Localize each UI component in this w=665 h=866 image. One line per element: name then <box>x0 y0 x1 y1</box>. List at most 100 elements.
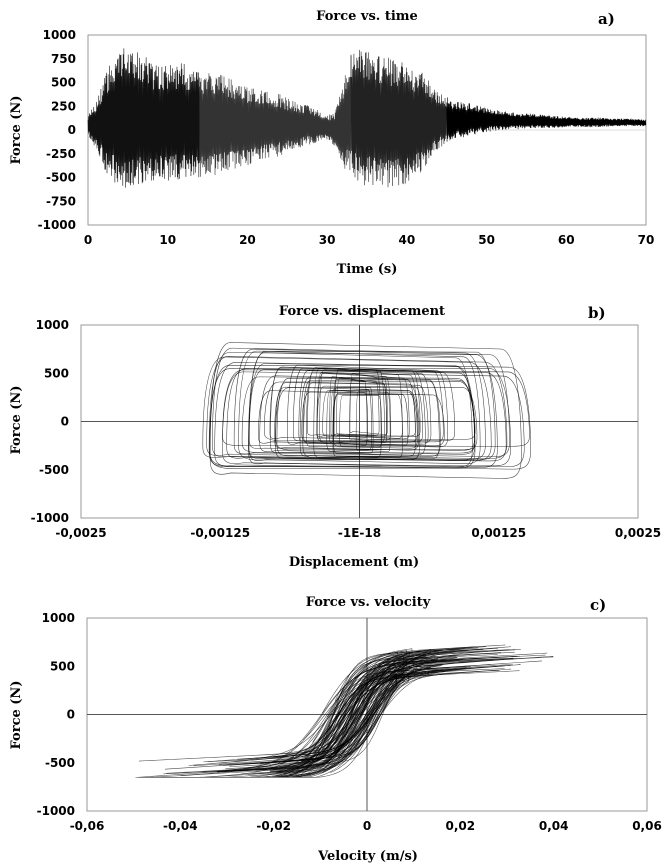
y-tick-label-a-6: -500 <box>46 171 76 185</box>
force-velocity-curves <box>135 644 554 778</box>
hysteresis-loop-46 <box>316 385 424 443</box>
force-velocity-curve-57 <box>271 671 445 758</box>
hysteresis-loops <box>202 342 531 479</box>
hysteresis-loop-43 <box>206 356 508 459</box>
x-axis-label-b: Displacement (m) <box>289 555 419 570</box>
force-velocity-curve-66 <box>229 664 513 766</box>
zero-axes-b <box>81 325 638 518</box>
x-tick-label-a-4: 40 <box>399 233 416 247</box>
chart-title-a: Force vs. time <box>316 9 418 24</box>
hysteresis-loop-36 <box>209 365 476 469</box>
hysteresis-loop-33 <box>299 376 440 460</box>
y-tick-label-a-4: 0 <box>68 123 76 137</box>
hysteresis-loop-0 <box>349 373 388 435</box>
y-tick-label-a-2: 500 <box>51 76 76 90</box>
y-axis-label-b: Force (N) <box>9 386 24 455</box>
y-tick-label-a-8: -1000 <box>38 218 76 232</box>
force-velocity-curve-53 <box>138 655 553 778</box>
y-tick-label-a-7: -750 <box>46 194 76 208</box>
force-velocity-curve-63 <box>288 654 427 776</box>
hysteresis-loop-30 <box>226 368 507 462</box>
chart-force-vs-velocity: Force vs. velocity c) Force (N) Velocity… <box>9 595 662 864</box>
y-tick-label-a-3: 250 <box>51 99 76 113</box>
hysteresis-loop-1 <box>248 352 473 468</box>
x-tick-label-a-0: 0 <box>84 233 92 247</box>
hysteresis-loop-29 <box>313 368 382 459</box>
x-tick-label-a-5: 50 <box>478 233 495 247</box>
hysteresis-loop-53 <box>316 373 410 440</box>
hysteresis-loop-52 <box>349 379 387 443</box>
y-tick-label-b-1: 500 <box>44 366 69 380</box>
x-tick-label-c-1: -0,04 <box>163 819 198 833</box>
hysteresis-loop-10 <box>202 356 492 461</box>
x-tick-label-c-5: 0,04 <box>539 819 569 833</box>
hysteresis-loop-5 <box>209 342 522 479</box>
force-velocity-curve-55 <box>250 649 510 778</box>
hysteresis-loop-49 <box>248 363 476 461</box>
x-tick-label-c-2: -0,02 <box>256 819 291 833</box>
panel-label-a: a) <box>598 10 615 28</box>
hysteresis-loop-48 <box>301 391 418 443</box>
hysteresis-loop-4 <box>222 371 525 468</box>
hysteresis-loop-31 <box>287 364 449 448</box>
force-velocity-curve-61 <box>135 652 548 778</box>
x-tick-label-b-0: -0,0025 <box>55 526 106 540</box>
hysteresis-loop-37 <box>264 381 476 442</box>
hysteresis-loop-34 <box>214 362 531 470</box>
force-velocity-curve-68 <box>230 646 476 778</box>
force-velocity-curve-64 <box>323 648 413 772</box>
force-velocity-curve-65 <box>163 654 546 775</box>
force-velocity-curve-59 <box>337 674 397 759</box>
y-tick-label-a-0: 1000 <box>43 28 76 42</box>
y-tick-label-b-0: 1000 <box>36 318 69 332</box>
force-time-trace-3 <box>446 97 647 142</box>
hysteresis-loop-54 <box>275 387 478 451</box>
x-tick-label-b-3: 0,00125 <box>471 526 526 540</box>
panel-label-c: c) <box>590 596 606 614</box>
y-tick-label-b-4: -1000 <box>31 511 69 525</box>
x-tick-label-a-1: 10 <box>159 233 176 247</box>
force-velocity-curve-69 <box>322 650 408 774</box>
chart-title-b: Force vs. displacement <box>279 304 445 319</box>
y-tick-label-a-1: 750 <box>51 52 76 66</box>
x-axis-label-c: Velocity (m/s) <box>317 849 418 864</box>
x-tick-label-c-3: 0 <box>363 819 371 833</box>
hysteresis-loop-50 <box>326 389 372 452</box>
y-tick-label-b-3: -500 <box>39 463 69 477</box>
x-tick-label-a-2: 20 <box>239 233 256 247</box>
force-time-trace-0 <box>87 48 200 188</box>
y-tick-label-c-4: -1000 <box>37 804 75 818</box>
x-tick-label-a-3: 30 <box>319 233 336 247</box>
force-velocity-curve-27 <box>164 665 511 770</box>
y-axis-label-a: Force (N) <box>9 96 24 165</box>
hysteresis-loop-51 <box>302 379 416 458</box>
x-tick-label-b-2: -1E-18 <box>338 526 381 540</box>
force-time-trace-1 <box>199 54 352 177</box>
chart-force-vs-displacement: Force vs. displacement b) Force (N) Disp… <box>9 304 661 570</box>
tick-labels-c: -0,06 -0,04 -0,02 0 0,02 0,04 0,06 1000 500 0 -500… <box>37 611 662 833</box>
panel-label-b: b) <box>588 304 606 322</box>
hysteresis-loop-45 <box>306 371 418 449</box>
x-tick-label-c-0: -0,06 <box>70 819 105 833</box>
y-tick-label-c-1: 500 <box>50 659 75 673</box>
force-velocity-curve-49 <box>301 673 429 757</box>
x-tick-label-b-1: -0,00125 <box>190 526 250 540</box>
x-tick-label-a-7: 70 <box>638 233 655 247</box>
chart-force-vs-time: Force vs. time a) Force (N) Time (s) 0 10… <box>9 9 654 277</box>
x-tick-label-b-4: 0,0025 <box>615 526 661 540</box>
x-tick-label-a-6: 60 <box>558 233 575 247</box>
force-velocity-curve-15 <box>138 670 520 762</box>
x-axis-label-a: Time (s) <box>337 262 398 277</box>
hysteresis-loop-44 <box>258 390 445 447</box>
y-axis-label-c: Force (N) <box>9 681 24 750</box>
force-velocity-curve-36 <box>282 649 432 778</box>
y-tick-label-c-0: 1000 <box>42 611 75 625</box>
hysteresis-loop-22 <box>212 347 486 460</box>
x-tick-label-c-4: 0,02 <box>446 819 476 833</box>
hysteresis-loop-38 <box>303 382 429 446</box>
chart-title-c: Force vs. velocity <box>306 595 431 610</box>
force-time-trace-2 <box>350 49 447 188</box>
hysteresis-loop-11 <box>274 386 420 451</box>
hysteresis-loop-35 <box>275 382 421 460</box>
